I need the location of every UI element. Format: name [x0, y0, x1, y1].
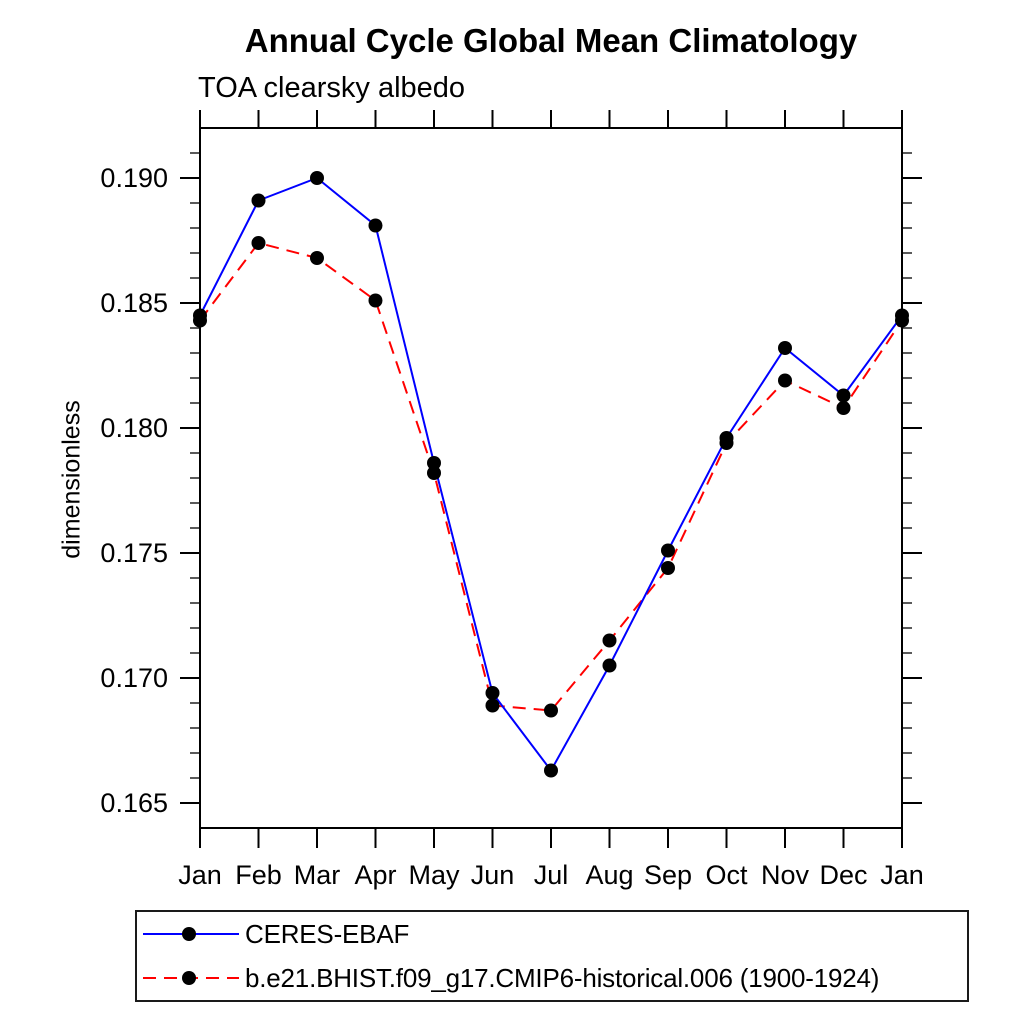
y-tick-label: 0.180 — [100, 413, 168, 443]
data-point — [661, 543, 675, 558]
y-tick-label: 0.165 — [100, 788, 168, 818]
y-tick-label: 0.185 — [100, 288, 168, 318]
data-point — [368, 293, 383, 308]
x-tick-label: Apr — [354, 860, 396, 890]
data-point — [251, 236, 266, 250]
x-tick-label: Feb — [235, 860, 282, 890]
data-point — [661, 561, 675, 575]
data-point — [544, 703, 558, 718]
x-tick-label: Mar — [294, 860, 341, 890]
data-point — [602, 658, 617, 673]
data-point — [602, 633, 617, 648]
y-tick-label: 0.175 — [100, 538, 168, 568]
y-tick-label: 0.170 — [100, 663, 168, 693]
data-point — [895, 313, 909, 328]
data-point — [485, 698, 500, 713]
data-point — [836, 388, 851, 403]
y-tick-label: 0.190 — [100, 163, 168, 193]
series-line-0 — [199, 176, 903, 773]
legend-line-model-swatch — [141, 968, 241, 988]
x-tick-label: Sep — [644, 860, 692, 890]
legend-line-ceres-swatch — [141, 924, 241, 944]
data-point — [719, 436, 734, 450]
chart-subtitle: TOA clearsky albedo — [198, 72, 466, 104]
x-tick-label: Jun — [471, 860, 515, 890]
data-point — [485, 686, 500, 700]
data-point — [836, 401, 851, 415]
series-line-1 — [199, 241, 903, 712]
legend-label-model: b.e21.BHIST.f09_g17.CMIP6-historical.006… — [245, 962, 880, 993]
x-tick-label: May — [408, 860, 460, 890]
x-tick-label: Jan — [880, 860, 924, 890]
data-point — [544, 763, 558, 778]
data-point — [193, 313, 207, 328]
data-point — [427, 466, 441, 480]
legend-marker-dot — [182, 927, 196, 941]
data-point — [368, 218, 383, 233]
x-tick-label: Dec — [819, 860, 867, 890]
plot-box — [199, 127, 903, 829]
data-point — [251, 193, 266, 208]
legend-item-model: b.e21.BHIST.f09_g17.CMIP6-historical.006… — [141, 956, 967, 1000]
x-tick-label: Oct — [705, 860, 748, 890]
data-point — [310, 251, 324, 265]
chart-title: Annual Cycle Global Mean Climatology — [244, 22, 858, 59]
x-tick-label: Nov — [761, 860, 810, 890]
x-tick-label: Jan — [178, 860, 222, 890]
legend-label-ceres: CERES-EBAF — [245, 918, 410, 949]
data-point — [778, 341, 792, 355]
data-point — [427, 456, 441, 470]
legend-item-ceres: CERES-EBAF — [141, 912, 967, 956]
data-point — [310, 171, 324, 185]
x-tick-label: Aug — [585, 860, 633, 890]
legend-box: CERES-EBAF b.e21.BHIST.f09_g17.CMIP6-his… — [135, 910, 969, 1002]
legend-marker-dot — [182, 971, 196, 985]
data-point — [778, 373, 792, 388]
x-tick-label: Jul — [534, 860, 569, 890]
